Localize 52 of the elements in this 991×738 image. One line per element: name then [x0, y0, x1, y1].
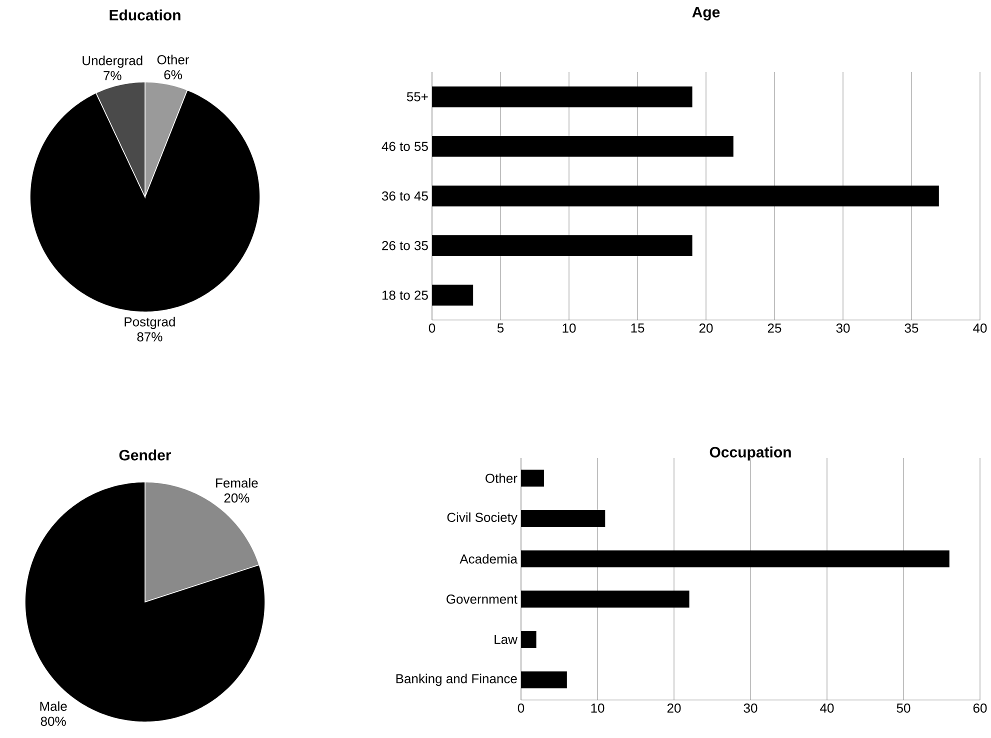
bar	[432, 86, 692, 108]
x-tick-label: 60	[973, 704, 987, 713]
data-label: 87%	[137, 332, 162, 342]
bar	[521, 671, 567, 688]
x-tick-label: 30	[744, 704, 758, 713]
x-tick-label: 25	[768, 324, 782, 333]
slice-label: Other	[157, 54, 190, 64]
slice-label: Undergrad	[82, 56, 142, 68]
bar	[432, 284, 474, 306]
x-tick-label: 20	[699, 324, 713, 333]
x-tick-label: 5	[497, 324, 504, 333]
y-tick-label: 26 to 35	[382, 240, 428, 250]
x-tick-label: 10	[562, 324, 576, 333]
bar	[432, 235, 692, 256]
bar	[521, 510, 606, 527]
data-label: 7%	[104, 71, 122, 80]
x-tick-label: 15	[631, 324, 644, 333]
y-tick-label: Law	[494, 634, 518, 644]
slice-label: Female	[216, 478, 258, 488]
chart-title: Age	[692, 6, 720, 20]
x-tick-label: 40	[973, 324, 987, 333]
data-label: 80%	[40, 716, 66, 726]
bar	[521, 550, 950, 568]
bar	[521, 590, 690, 608]
bar	[432, 186, 939, 206]
slice-label: Postgrad	[124, 316, 175, 330]
y-tick-label: Government	[446, 594, 518, 604]
y-tick-label: 18 to 25	[382, 290, 428, 300]
x-tick-label: 20	[667, 704, 681, 713]
bar	[432, 136, 734, 157]
y-tick-label: Banking and Finance	[396, 674, 517, 686]
data-label: 6%	[164, 70, 182, 80]
chart-title: Gender	[119, 449, 172, 460]
x-tick-label: 10	[591, 704, 604, 713]
y-tick-label: Academia	[460, 554, 518, 564]
chart-title: Occupation	[710, 446, 791, 460]
x-tick-label: 40	[820, 704, 834, 713]
y-tick-label: Civil Society	[447, 512, 518, 525]
x-tick-label: 0	[518, 704, 524, 713]
y-tick-label: 46 to 55	[382, 142, 428, 151]
bar	[521, 631, 536, 648]
y-tick-label: 55+	[406, 92, 428, 102]
x-tick-label: 50	[896, 704, 910, 713]
slice-label: Male	[40, 701, 67, 711]
x-tick-label: 35	[904, 324, 918, 333]
x-tick-label: 0	[428, 324, 436, 333]
chart-title: Education	[110, 9, 180, 20]
x-tick-label: 30	[836, 324, 850, 333]
bar	[521, 470, 544, 487]
y-tick-label: Other	[486, 473, 518, 483]
y-tick-label: 36 to 45	[382, 191, 428, 201]
data-label: 20%	[224, 493, 250, 503]
